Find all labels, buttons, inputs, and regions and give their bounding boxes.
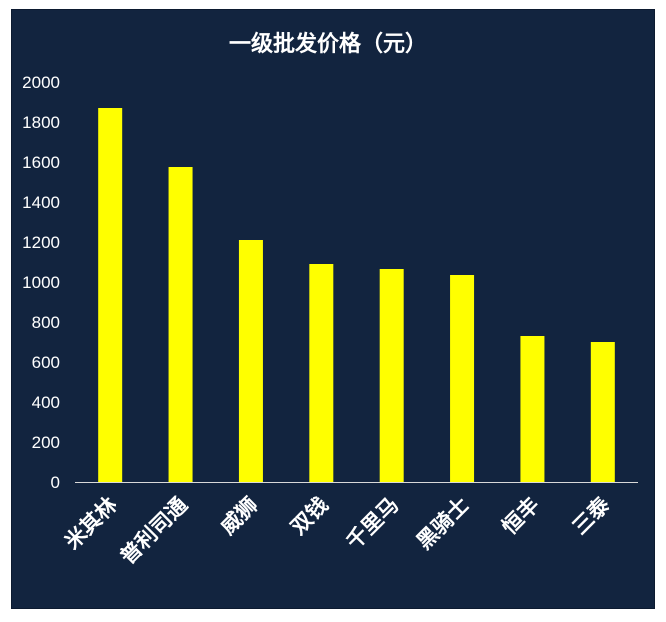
- bar: [379, 269, 404, 482]
- bar: [309, 264, 334, 482]
- bar: [590, 342, 615, 482]
- y-tick-label: 1600: [22, 153, 60, 172]
- y-tick-label: 1800: [22, 113, 60, 132]
- bar: [450, 275, 475, 482]
- x-tick-label: 双钱: [286, 493, 333, 540]
- bar: [238, 240, 263, 482]
- x-tick-label: 黑骑士: [412, 493, 474, 555]
- x-tick-label: 米其林: [60, 493, 122, 555]
- x-tick-label: 威狮: [216, 493, 263, 540]
- x-tick-label: 三泰: [568, 492, 615, 539]
- chart-title: 一级批发价格（元）: [229, 31, 427, 57]
- bar: [520, 336, 545, 482]
- y-tick-label: 2000: [22, 73, 60, 92]
- x-tick-label: 千里马: [342, 493, 404, 555]
- x-tick-label: 普利司通: [116, 493, 192, 569]
- y-tick-label: 1400: [22, 193, 60, 212]
- x-tick-label: 恒丰: [497, 493, 544, 540]
- y-tick-label: 1200: [22, 233, 60, 252]
- bars: [98, 108, 615, 482]
- y-tick-label: 1000: [22, 273, 60, 292]
- y-tick-label: 400: [32, 393, 60, 412]
- y-tick-label: 600: [32, 353, 60, 372]
- y-axis: 0 200 400 600 800 1000 1200 1400 1600 1800 2000: [22, 73, 60, 492]
- y-tick-label: 0: [51, 473, 60, 492]
- bar: [98, 108, 123, 482]
- bar: [168, 167, 193, 482]
- y-tick-label: 200: [32, 433, 60, 452]
- y-tick-label: 800: [32, 313, 60, 332]
